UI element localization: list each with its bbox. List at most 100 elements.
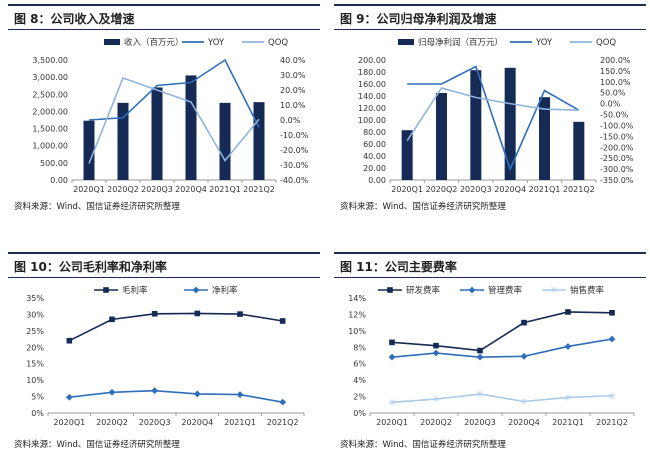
y-tick-label: 30% bbox=[26, 310, 44, 319]
expense-ratio-chart-panel: 图 11：公司主要费率 0% 2% 4% 6% 8% 10% 12% 14% 2020Q1 202… bbox=[334, 252, 646, 452]
y2-tick-label: -350.0% bbox=[600, 176, 634, 185]
bar bbox=[504, 67, 516, 180]
y2-tick-label: 0.0% bbox=[280, 116, 301, 125]
data-point bbox=[151, 310, 158, 317]
data-point bbox=[432, 349, 440, 357]
x-tick-label: 2020Q1 bbox=[376, 418, 408, 427]
y-tick-label: 0.00 bbox=[50, 176, 68, 185]
series-line bbox=[406, 86, 579, 142]
y2-tick-label: 50.0% bbox=[600, 89, 626, 98]
y-tick-label: 5% bbox=[31, 393, 44, 402]
data-point bbox=[388, 353, 396, 361]
revenue-chart: 0.00 500.00 1,000.00 1,500.00 2,000.00 2,500.… bbox=[32, 37, 309, 194]
x-tick-label: 2021Q1 bbox=[552, 418, 584, 427]
y-tick-label: 2,000.00 bbox=[32, 107, 68, 116]
series-line bbox=[407, 65, 580, 172]
y-tick-label: 20.00 bbox=[363, 164, 386, 173]
y-tick-label: 2% bbox=[353, 393, 366, 402]
y-tick-label: 1,000.00 bbox=[32, 142, 68, 151]
y2-tick-label: 40.0% bbox=[280, 56, 306, 65]
bar bbox=[539, 97, 550, 180]
bar bbox=[151, 87, 163, 180]
x-tick-label: 2020Q4 bbox=[508, 418, 540, 427]
x-tick-label: 2020Q3 bbox=[139, 418, 171, 427]
data-point bbox=[236, 391, 244, 398]
y-tick-label: 140.00 bbox=[358, 92, 386, 101]
y-tick-label: 120.00 bbox=[358, 104, 386, 113]
y-tick-label: 0.00 bbox=[368, 176, 386, 185]
series-line bbox=[88, 76, 260, 164]
legend-label: 收入（百万元） bbox=[124, 37, 184, 48]
legend-label: YOY bbox=[535, 38, 553, 48]
y-tick-label: 40.00 bbox=[363, 152, 386, 161]
data-point bbox=[477, 347, 483, 354]
y2-tick-label: 150.0% bbox=[600, 67, 631, 76]
data-point: ✳ bbox=[520, 397, 528, 408]
y2-tick-label: -100.0% bbox=[600, 121, 634, 130]
legend-marker bbox=[468, 286, 476, 294]
expense-ratio-chart: 0% 2% 4% 6% 8% 10% 12% 14% 2020Q1 2020Q2 2020Q3 202… bbox=[348, 285, 635, 427]
bar bbox=[253, 102, 265, 180]
y-tick-label: 15% bbox=[26, 360, 44, 369]
x-tick-label: 2021Q1 bbox=[224, 418, 256, 427]
y-tick-label: 80.00 bbox=[363, 128, 386, 137]
y2-tick-label: 10.0% bbox=[280, 101, 306, 110]
legend-label: 净利率 bbox=[212, 285, 238, 296]
bar bbox=[470, 70, 482, 180]
y-tick-label: 0% bbox=[353, 409, 366, 418]
y-tick-label: 35% bbox=[26, 294, 44, 303]
y2-tick-label: -40.0% bbox=[280, 176, 309, 185]
x-tick-label: 2020Q2 bbox=[426, 185, 458, 194]
x-tick-label: 2020Q2 bbox=[96, 418, 128, 427]
x-tick-label: 2020Q1 bbox=[53, 418, 85, 427]
legend-marker bbox=[387, 287, 393, 293]
y2-tick-label: 100.0% bbox=[600, 78, 631, 87]
data-point bbox=[433, 342, 439, 349]
data-point bbox=[108, 388, 116, 396]
data-point bbox=[520, 352, 528, 360]
x-tick-label: 2021Q1 bbox=[529, 185, 561, 194]
y2-tick-label: -20.0% bbox=[280, 146, 309, 155]
legend-marker bbox=[103, 287, 109, 293]
x-tick-label: 2020Q1 bbox=[73, 185, 105, 194]
y2-tick-label: 20.0% bbox=[280, 86, 306, 95]
y-tick-label: 500.00 bbox=[40, 159, 68, 168]
x-tick-label: 2021Q2 bbox=[243, 185, 275, 194]
y-tick-label: 1,500.00 bbox=[32, 125, 68, 134]
y-tick-label: 25% bbox=[26, 327, 44, 336]
y2-tick-label: -10.0% bbox=[280, 131, 309, 140]
data-point bbox=[109, 316, 115, 323]
bar bbox=[185, 75, 197, 180]
data-point bbox=[66, 337, 73, 344]
data-point bbox=[193, 390, 201, 398]
chart-source: 资料来源：Wind、国信证券经济研究所整理 bbox=[14, 440, 180, 450]
data-point: ✳ bbox=[608, 391, 616, 402]
series-line bbox=[391, 338, 613, 358]
bar bbox=[219, 102, 231, 180]
y-tick-label: 10% bbox=[26, 376, 44, 385]
y-tick-label: 200.00 bbox=[358, 56, 386, 65]
x-tick-label: 2020Q3 bbox=[464, 418, 496, 427]
data-point bbox=[565, 309, 571, 315]
y-tick-label: 2,500.00 bbox=[32, 90, 68, 99]
data-point bbox=[279, 398, 287, 406]
x-tick-label: 2021Q2 bbox=[596, 418, 628, 427]
data-point bbox=[609, 309, 615, 316]
y2-tick-label: -150.0% bbox=[600, 132, 634, 141]
legend-swatch bbox=[104, 39, 120, 45]
y2-tick-label: 30.0% bbox=[280, 71, 306, 80]
y-tick-label: 6% bbox=[353, 360, 366, 369]
y2-tick-label: -30.0% bbox=[280, 161, 309, 170]
y-tick-label: 3,000.00 bbox=[32, 73, 68, 82]
data-point bbox=[389, 339, 395, 346]
x-tick-label: 2021Q2 bbox=[267, 418, 299, 427]
x-tick-label: 2020Q2 bbox=[420, 418, 452, 427]
y2-tick-label: -250.0% bbox=[600, 154, 634, 163]
y2-tick-label: 200.0% bbox=[600, 56, 631, 65]
bar bbox=[436, 93, 447, 180]
y2-tick-label: -200.0% bbox=[600, 143, 634, 152]
data-point bbox=[65, 393, 73, 401]
x-tick-label: 2020Q4 bbox=[175, 185, 207, 194]
margin-chart-panel: 图 10：公司毛利率和净利率 0% 5% 10% 15% 20% 25% 30% 35% 202… bbox=[8, 252, 320, 452]
legend-label: QOQ bbox=[268, 38, 288, 48]
